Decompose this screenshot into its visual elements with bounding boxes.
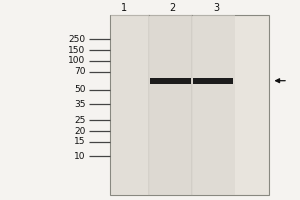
Text: 50: 50 <box>74 85 85 94</box>
Text: 20: 20 <box>74 127 85 136</box>
Bar <box>110 15 268 195</box>
Text: 100: 100 <box>68 56 86 65</box>
Text: 150: 150 <box>68 46 86 55</box>
Text: 35: 35 <box>74 100 85 109</box>
Bar <box>150 15 192 195</box>
Text: 1: 1 <box>122 3 128 13</box>
Bar <box>150 78 190 84</box>
Bar <box>193 78 233 84</box>
Text: 3: 3 <box>213 3 219 13</box>
Text: 70: 70 <box>74 67 85 76</box>
Text: 2: 2 <box>169 3 175 13</box>
Text: 25: 25 <box>74 116 85 125</box>
Text: 15: 15 <box>74 137 85 146</box>
Bar <box>193 15 235 195</box>
Text: 250: 250 <box>68 35 86 44</box>
Text: 10: 10 <box>74 152 85 161</box>
Bar <box>111 15 149 195</box>
